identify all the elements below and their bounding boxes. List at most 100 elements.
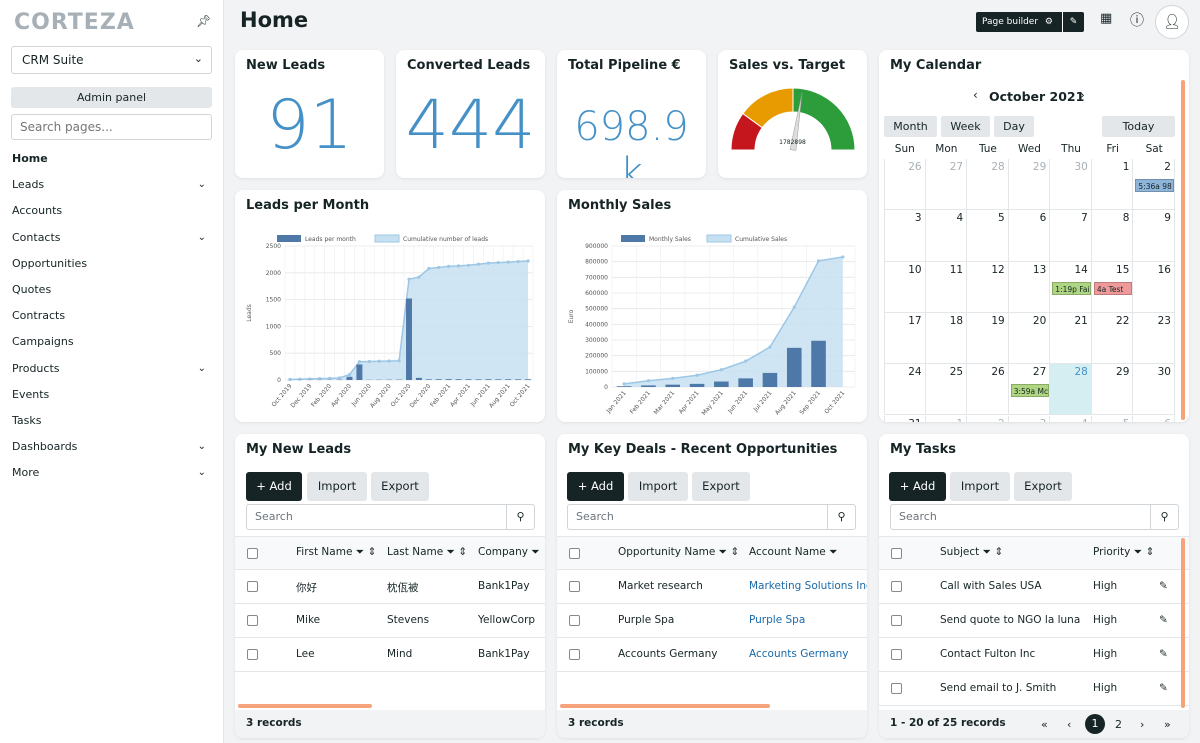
row-checkbox[interactable] xyxy=(569,649,580,660)
calendar-day[interactable]: 6 xyxy=(1133,415,1175,422)
sidebar-item-tasks[interactable]: Tasks xyxy=(0,408,224,434)
calendar-day[interactable]: 20 xyxy=(1008,312,1051,365)
table-row[interactable]: 你好 枕佤被 Bank1Pay xyxy=(235,570,545,604)
row-checkbox[interactable] xyxy=(247,649,258,660)
day-view-button[interactable]: Day xyxy=(994,116,1034,137)
row-checkbox[interactable] xyxy=(569,615,580,626)
month-view-button[interactable]: Month xyxy=(884,116,937,137)
add-lead-button[interactable]: + Add xyxy=(246,472,302,501)
col-priority[interactable]: Priority ⏷ ⇕ xyxy=(1093,546,1155,558)
row-checkbox[interactable] xyxy=(891,683,902,694)
today-button[interactable]: Today xyxy=(1102,116,1175,137)
calendar-day[interactable]: 19 xyxy=(967,312,1009,365)
row-checkbox[interactable] xyxy=(569,581,580,592)
app-selector[interactable]: CRM Suite ⌄ xyxy=(11,46,212,74)
sidebar-item-opportunities[interactable]: Opportunities xyxy=(0,251,224,277)
search-icon[interactable]: ⚲ xyxy=(827,505,855,529)
row-checkbox[interactable] xyxy=(891,649,902,660)
sidebar-item-accounts[interactable]: Accounts xyxy=(0,198,224,224)
calendar-day[interactable]: 29 xyxy=(1008,159,1051,211)
sidebar-item-contracts[interactable]: Contracts xyxy=(0,303,224,329)
edit-icon[interactable]: ✎ xyxy=(1159,614,1168,626)
calendar-day[interactable]: 2 xyxy=(1133,159,1175,211)
page-builder-button[interactable]: Page builder ⚙ ✎ xyxy=(976,12,1084,32)
calendar-day[interactable]: 28 xyxy=(967,159,1009,211)
select-all-checkbox[interactable] xyxy=(569,548,580,559)
calendar-day[interactable]: 3 xyxy=(1009,415,1051,422)
last-page-icon[interactable]: » xyxy=(1164,718,1171,731)
calendar-day[interactable]: 24 xyxy=(884,364,926,416)
help-icon[interactable]: ⓘ xyxy=(1130,13,1144,29)
add-task-button[interactable]: + Add xyxy=(889,472,946,501)
col-last-name[interactable]: Last Name ⏷ ⇕ xyxy=(387,546,468,558)
row-checkbox[interactable] xyxy=(891,615,902,626)
calendar-day[interactable]: 4 xyxy=(1050,415,1092,422)
sidebar-item-campaigns[interactable]: Campaigns xyxy=(0,329,224,355)
calendar-event[interactable]: 1:19p Fair xyxy=(1052,281,1091,295)
sidebar-item-quotes[interactable]: Quotes xyxy=(0,277,224,303)
sidebar-item-dashboards[interactable]: Dashboards ⌄ xyxy=(0,434,224,460)
calendar-day[interactable]: 28 xyxy=(1050,364,1092,416)
calendar-day[interactable]: 1 xyxy=(926,415,968,422)
row-checkbox[interactable] xyxy=(247,581,258,592)
sidebar-item-home[interactable]: Home xyxy=(0,146,224,172)
edit-icon[interactable]: ✎ xyxy=(1159,648,1168,660)
table-row[interactable]: Call with Sales USA High ✎ xyxy=(879,570,1189,604)
row-checkbox[interactable] xyxy=(891,581,902,592)
calendar-day[interactable]: 22 xyxy=(1091,312,1134,365)
search-icon[interactable]: ⚲ xyxy=(1150,505,1178,529)
table-row[interactable]: Contact Fulton Inc High ✎ xyxy=(879,638,1189,672)
deals-search-input[interactable]: Search ⚲ xyxy=(567,504,856,530)
import-leads-button[interactable]: Import xyxy=(307,472,367,501)
leads-search-input[interactable]: Search ⚲ xyxy=(246,504,535,530)
sidebar-item-leads[interactable]: Leads ⌄ xyxy=(0,172,224,198)
calendar-day[interactable]: 12 xyxy=(967,261,1009,313)
calendar-day[interactable]: 10 xyxy=(884,261,926,313)
calendar-day[interactable]: 14 xyxy=(1050,261,1092,313)
calendar-scrollbar[interactable] xyxy=(1181,80,1185,420)
calendar-event[interactable]: 3:59a Mc xyxy=(1010,384,1050,398)
sidebar-item-events[interactable]: Events xyxy=(0,382,224,408)
calendar-day[interactable]: 23 xyxy=(1133,312,1175,365)
table-row[interactable]: Mike Stevens YellowCorp xyxy=(235,604,545,638)
edit-page-icon[interactable]: ✎ xyxy=(1062,12,1084,32)
pin-icon[interactable]: 📌︎ xyxy=(196,14,212,28)
deals-table-scrollbar[interactable] xyxy=(560,704,770,708)
calendar-day[interactable]: 27 xyxy=(925,159,968,211)
col-account-name[interactable]: Account Name ⏷ xyxy=(749,546,838,558)
calendar-day[interactable]: 9 xyxy=(1133,210,1175,262)
cell-account-name[interactable]: Marketing Solutions Inc xyxy=(749,580,867,592)
next-month-button[interactable]: › xyxy=(1080,88,1085,102)
week-view-button[interactable]: Week xyxy=(941,116,990,137)
chevron-down-icon[interactable]: ⌄ xyxy=(197,441,206,453)
table-row[interactable]: Send email to J. Smith High ✎ xyxy=(879,672,1189,706)
col-company[interactable]: Company ⏷ xyxy=(478,546,540,558)
calendar-event[interactable]: 4a Test xyxy=(1093,281,1133,295)
calendar-day[interactable]: 25 xyxy=(925,364,968,416)
calendar-day[interactable]: 21 xyxy=(1050,312,1092,365)
chevron-down-icon[interactable]: ⌄ xyxy=(197,231,206,243)
calendar-day[interactable]: 6 xyxy=(1008,210,1051,262)
table-row[interactable]: Lee Mind Bank1Pay xyxy=(235,638,545,672)
next-page-icon[interactable]: › xyxy=(1140,718,1145,731)
first-page-icon[interactable]: « xyxy=(1041,718,1048,731)
calendar-day[interactable]: 17 xyxy=(884,312,926,365)
chevron-down-icon[interactable]: ⌄ xyxy=(197,362,206,374)
prev-month-button[interactable]: ‹ xyxy=(973,88,978,102)
tasks-search-input[interactable]: Search ⚲ xyxy=(890,504,1179,530)
chevron-down-icon[interactable]: ⌄ xyxy=(197,467,206,479)
add-deal-button[interactable]: + Add xyxy=(567,472,624,501)
cell-account-name[interactable]: Purple Spa xyxy=(749,614,806,626)
calendar-day[interactable]: 26 xyxy=(884,159,926,211)
chevron-down-icon[interactable]: ⌄ xyxy=(197,179,206,191)
import-tasks-button[interactable]: Import xyxy=(950,472,1010,501)
calendar-event[interactable]: 5:36a 98 xyxy=(1135,179,1174,192)
import-deals-button[interactable]: Import xyxy=(628,472,688,501)
corteza-logo[interactable]: CORTEZA xyxy=(14,10,135,35)
edit-icon[interactable]: ✎ xyxy=(1159,580,1168,592)
col-subject[interactable]: Subject ⏷ ⇕ xyxy=(940,546,1004,558)
calendar-day[interactable]: 31 xyxy=(884,415,926,422)
select-all-checkbox[interactable] xyxy=(891,548,902,559)
sidebar-item-more[interactable]: More ⌄ xyxy=(0,460,224,486)
sidebar-item-products[interactable]: Products ⌄ xyxy=(0,356,224,382)
